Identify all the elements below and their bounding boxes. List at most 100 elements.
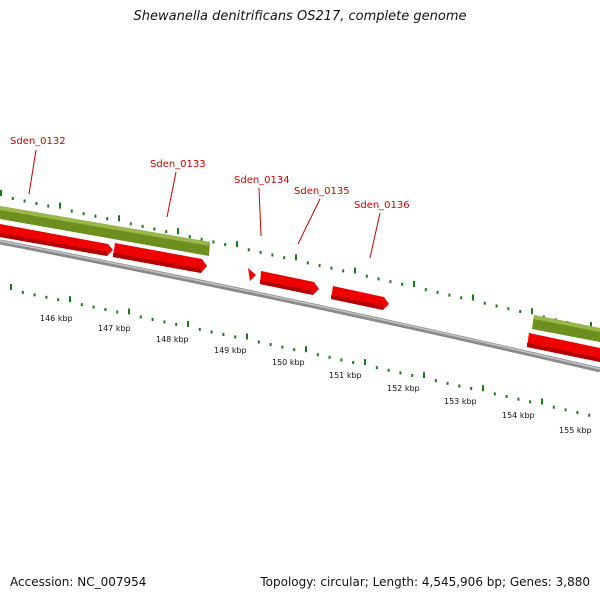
upper-track-major-tick (236, 241, 238, 248)
upper-track-minor-tick (401, 282, 404, 286)
lower-track-minor-tick (92, 305, 95, 309)
map-title: Shewanella denitrificans OS217, complete… (133, 9, 467, 24)
upper-track-minor-tick (165, 230, 168, 234)
upper-track-minor-tick (495, 304, 498, 308)
upper-track-minor-tick (212, 240, 215, 244)
upper-track-major-tick (295, 254, 297, 261)
upper-track-major-tick (118, 215, 120, 222)
lower-track-minor-tick (340, 358, 343, 362)
scale-label-152: 152 kbp (387, 384, 420, 393)
lower-track-major-tick (541, 398, 543, 405)
gene-label-sden-0132: Sden_0132 (10, 136, 66, 147)
upper-track-minor-tick (35, 202, 38, 206)
lower-track-minor-tick (45, 295, 48, 299)
lower-track-major-tick (423, 372, 425, 379)
upper-track-minor-tick (153, 227, 156, 231)
lower-track-minor-tick (57, 298, 60, 302)
gene-arrow-sden-0136[interactable] (331, 286, 389, 310)
scale-label-150: 150 kbp (272, 358, 305, 367)
lower-track-minor-tick (234, 335, 237, 339)
lower-track-major-tick (187, 320, 189, 327)
lower-track-minor-tick (198, 327, 201, 331)
upper-track-minor-tick (82, 212, 85, 216)
gene-arrow-right[interactable] (527, 333, 600, 362)
upper-track-major-tick (590, 322, 592, 329)
gene-label-sden-0134: Sden_0134 (234, 175, 290, 186)
lower-track-minor-tick (328, 355, 331, 359)
lower-track-minor-tick (269, 343, 272, 347)
upper-track-minor-tick (365, 274, 368, 278)
topology-text: Topology: circular; Length: 4,545,906 bp… (260, 575, 590, 589)
lower-track-minor-tick (352, 360, 355, 364)
upper-track-major-tick (354, 267, 356, 274)
lower-track-minor-tick (293, 348, 296, 352)
lower-track-minor-tick (493, 392, 496, 396)
lower-track-minor-tick (163, 320, 166, 324)
upper-track-minor-tick (389, 280, 392, 284)
lower-track-minor-tick (552, 405, 555, 409)
upper-track-minor-tick (129, 222, 132, 226)
lower-track-major-tick (128, 308, 130, 315)
gene-leader-lines (28, 149, 381, 259)
scale-label-149: 149 kbp (214, 346, 247, 355)
upper-track-minor-tick (448, 293, 451, 297)
lower-track-minor-tick (470, 387, 473, 391)
upper-track-minor-tick (342, 269, 345, 273)
lower-track-minor-tick (116, 310, 119, 314)
upper-track-minor-tick (283, 256, 286, 260)
gene-arrow-sden-0132[interactable] (0, 224, 113, 256)
upper-track-minor-tick (377, 277, 380, 281)
gene-label-sden-0133: Sden_0133 (150, 159, 206, 170)
gene-arrow-sden-0133[interactable] (113, 243, 207, 273)
upper-track-minor-tick (106, 217, 109, 221)
upper-track-major-tick (0, 190, 2, 196)
gene-arrow-sden-0134[interactable] (248, 268, 256, 281)
upper-track-minor-tick (224, 243, 227, 247)
upper-track-minor-tick (188, 235, 191, 239)
lower-track-minor-tick (411, 373, 414, 377)
lower-track-major-tick (69, 296, 71, 303)
upper-track-minor-tick (200, 237, 203, 241)
scale-label-147: 147 kbp (98, 324, 131, 333)
lower-track-minor-tick (151, 317, 154, 321)
gene-label-sden-0136: Sden_0136 (354, 200, 410, 211)
lower-track-minor-tick (517, 397, 520, 401)
scale-label-153: 153 kbp (444, 397, 477, 406)
lower-track-major-tick (10, 284, 12, 290)
upper-track-minor-tick (318, 264, 321, 268)
lower-track-minor-tick (257, 340, 260, 344)
lower-track-minor-tick (434, 379, 437, 383)
gene-arrow-sden-0135[interactable] (260, 271, 319, 295)
upper-track-minor-tick (23, 199, 26, 203)
scale-label-151: 151 kbp (329, 371, 362, 380)
lower-track-minor-tick (458, 384, 461, 388)
upper-track-minor-tick (70, 209, 73, 213)
upper-track-major-tick (413, 280, 415, 287)
upper-track-minor-tick (483, 301, 486, 305)
upper-track-minor-tick (330, 266, 333, 270)
lower-track-minor-tick (399, 371, 402, 375)
green-feature-band-right (532, 315, 600, 342)
accession-text: Accession: NC_007954 (10, 575, 147, 589)
lower-track-minor-tick (375, 366, 378, 370)
lower-track-minor-tick (222, 332, 225, 336)
lower-track-minor-tick (33, 293, 36, 297)
lower-track-minor-tick (316, 353, 319, 357)
upper-track-minor-tick (47, 204, 50, 208)
upper-track-major-tick (59, 202, 61, 209)
upper-track-minor-tick (460, 296, 463, 300)
upper-track-minor-tick (436, 290, 439, 294)
lower-track-minor-tick (505, 395, 508, 399)
green-feature-band-left (0, 206, 210, 256)
lower-track-major-tick (364, 359, 366, 366)
lower-track-minor-tick (175, 322, 178, 326)
lower-track-minor-tick (80, 303, 83, 307)
upper-track-minor-tick (141, 224, 144, 228)
upper-track-major-tick (177, 228, 179, 235)
upper-track-major-tick (531, 308, 533, 315)
genome-backbone (0, 239, 600, 373)
lower-track-major-tick (246, 333, 248, 340)
lower-track-minor-tick (387, 368, 390, 372)
lower-track-minor-tick (564, 408, 567, 412)
